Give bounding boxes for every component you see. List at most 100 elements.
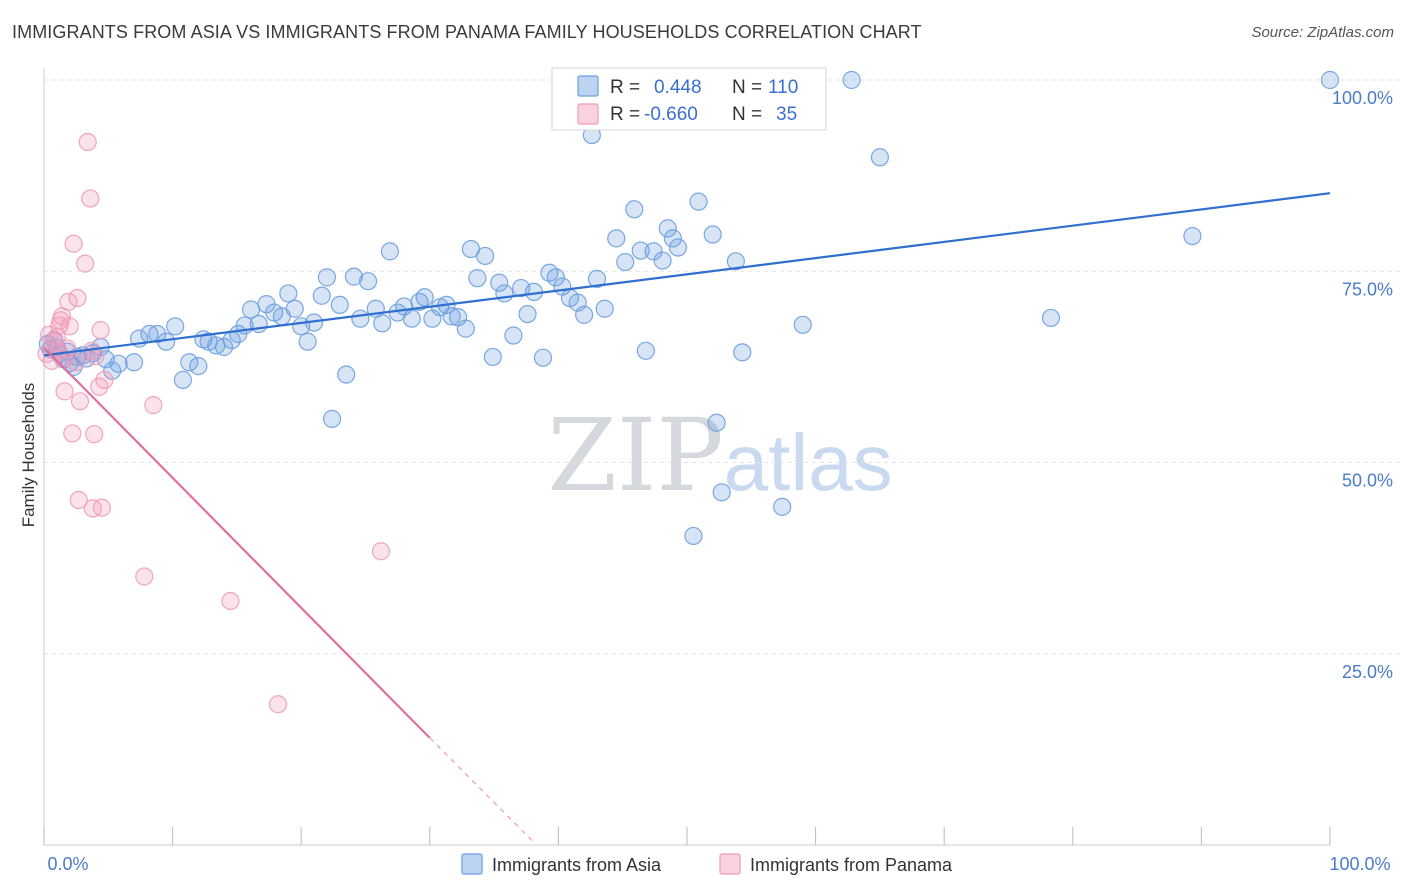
- series-panama-points: [37, 132, 391, 714]
- scatter-point-asia: [456, 319, 475, 338]
- scatter-point-asia: [373, 314, 392, 333]
- scatter-point-panama: [63, 424, 82, 443]
- scatter-point-asia: [285, 299, 304, 318]
- scatter-point-asia: [1183, 226, 1202, 246]
- scatter-point-panama: [371, 542, 391, 561]
- scatter-point-panama: [221, 591, 240, 611]
- scatter-point-panama: [92, 498, 111, 517]
- scatter-point-panama: [144, 396, 163, 415]
- scatter-point-asia: [653, 251, 672, 270]
- scatter-point-asia: [733, 343, 752, 362]
- watermark: ZIPatlas: [547, 397, 892, 514]
- trend-lines: [43, 192, 1331, 842]
- scatter-point-panama: [55, 382, 74, 401]
- legend-n-label-panama: N =: [732, 104, 762, 125]
- scatter-point-asia: [533, 348, 553, 367]
- legend-r-label-panama: R =: [610, 104, 640, 125]
- legend-swatch-panama: [577, 103, 599, 125]
- chart-title: IMMIGRANTS FROM ASIA VS IMMIGRANTS FROM …: [12, 22, 922, 42]
- scatter-point-asia: [595, 299, 614, 318]
- scatter-point-asia: [351, 309, 370, 328]
- scatter-point-asia: [109, 354, 128, 373]
- scatter-point-asia: [1320, 70, 1340, 90]
- scatter-point-asia: [616, 252, 635, 272]
- scatter-point-asia: [189, 357, 208, 376]
- axes: [43, 68, 1331, 846]
- scatter-point-asia: [540, 263, 559, 282]
- scatter-point-asia: [298, 332, 317, 351]
- scatter-point-panama: [60, 317, 79, 336]
- scatter-point-asia: [124, 353, 144, 372]
- series-legend-label-asia: Immigrants from Asia: [492, 855, 662, 875]
- scatter-point-asia: [631, 241, 650, 260]
- scatter-point-panama: [78, 132, 97, 152]
- scatter-point-asia: [726, 252, 745, 271]
- scatter-point-asia: [546, 268, 565, 287]
- scatter-point-asia: [490, 273, 509, 292]
- scatter-point-asia: [870, 148, 890, 167]
- x-tick-label: 100.0%: [1329, 854, 1390, 874]
- scatter-point-asia: [330, 295, 349, 315]
- scatter-point-asia: [587, 269, 607, 288]
- stats-legend: R = 0.448 N = 110 R = -0.660 N = 35: [551, 67, 827, 131]
- scatter-point-asia: [180, 353, 199, 372]
- series-legend: Immigrants from Asia Immigrants from Pan…: [461, 853, 953, 875]
- series-legend-swatch-panama: [719, 853, 741, 875]
- scatter-point-asia: [703, 225, 722, 244]
- scatter-point-asia: [773, 497, 792, 516]
- watermark-text: ZIPatlas: [547, 397, 892, 514]
- scatter-point-asia: [575, 305, 594, 324]
- y-axis-label: Family Households: [19, 383, 38, 528]
- scatter-point-asia: [322, 409, 342, 428]
- scatter-point-panama: [42, 351, 61, 370]
- scatter-point-panama: [68, 288, 87, 308]
- scatter-point-asia: [668, 238, 688, 257]
- trend-line-extension-panama: [429, 737, 534, 842]
- series-legend-swatch-asia: [461, 853, 483, 875]
- y-tick-label: 75.0%: [1342, 279, 1393, 299]
- scatter-point-asia: [518, 304, 537, 324]
- legend-r-value-panama: -0.660: [644, 104, 698, 125]
- scatter-point-asia: [442, 307, 461, 326]
- scatter-point-asia: [317, 268, 337, 287]
- scatter-point-asia: [495, 284, 514, 303]
- scatter-point-panama: [59, 292, 78, 311]
- grid-lines: [44, 79, 1400, 655]
- scatter-point-panama: [70, 392, 90, 411]
- scatter-point-asia: [712, 483, 731, 502]
- scatter-point-panama: [95, 370, 114, 389]
- scatter-point-asia: [312, 286, 331, 305]
- x-tick-labels: 0.0% 100.0%: [47, 854, 1390, 874]
- scatter-point-asia: [663, 229, 682, 248]
- legend-r-label-asia: R =: [610, 77, 640, 98]
- legend-n-value-asia: 110: [768, 77, 798, 98]
- scatter-point-asia: [103, 361, 122, 380]
- scatter-point-asia: [358, 272, 378, 291]
- y-tick-label: 50.0%: [1342, 471, 1393, 491]
- scatter-point-asia: [793, 315, 812, 334]
- scatter-point-asia: [214, 337, 234, 357]
- scatter-point-panama: [47, 327, 66, 347]
- scatter-point-asia: [402, 309, 421, 328]
- trend-line-panama: [43, 346, 431, 739]
- scatter-point-panama: [91, 321, 110, 340]
- scatter-point-asia: [842, 70, 861, 90]
- watermark-zip: ZIP: [547, 397, 723, 514]
- scatter-point-asia: [684, 526, 703, 546]
- legend-n-label-asia: N =: [732, 77, 762, 98]
- scatter-point-asia: [337, 365, 356, 384]
- scatter-point-asia: [166, 317, 185, 336]
- scatter-point-panama: [64, 234, 83, 253]
- scatter-point-asia: [415, 288, 434, 307]
- scatter-point-panama: [135, 567, 154, 586]
- scatter-point-asia: [658, 219, 677, 238]
- scatter-point-panama: [76, 254, 95, 273]
- scatter-point-panama: [67, 353, 86, 372]
- y-tick-label: 25.0%: [1342, 662, 1393, 682]
- scatter-point-asia: [468, 269, 487, 288]
- scatter-point-asia: [344, 267, 364, 286]
- scatter-point-panama: [85, 425, 104, 444]
- x-tick-label: 0.0%: [47, 854, 88, 874]
- legend-n-value-panama: 35: [776, 104, 797, 125]
